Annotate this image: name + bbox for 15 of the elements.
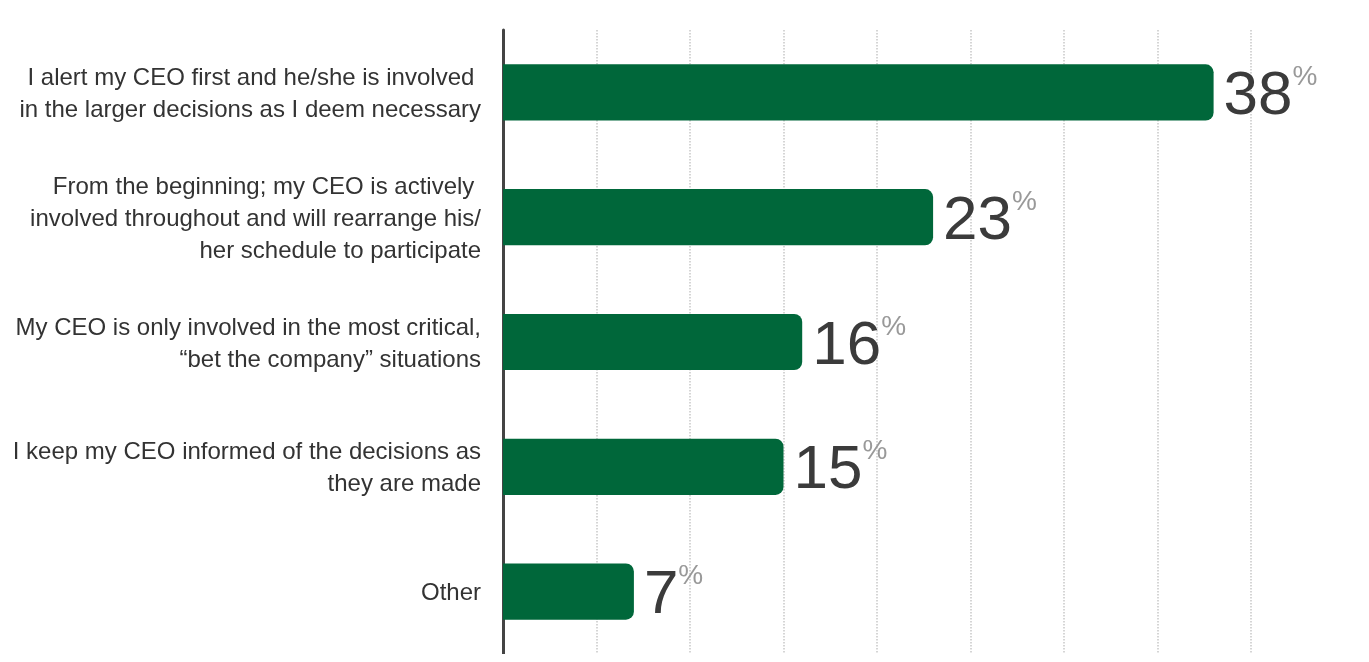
bar: [503, 64, 1214, 121]
bar: [503, 563, 634, 620]
data-label: 38%: [1223, 57, 1318, 127]
y-tick-label: From the beginning; my CEO is actively involved throughout and will rearrange his/her schedule to participate: [30, 171, 482, 263]
bar: [503, 189, 934, 246]
y-tick-label: I alert my CEO first and he/she is involved in the larger decisions as I deem necessary: [19, 62, 481, 122]
bar: [503, 438, 784, 495]
data-label: 23%: [943, 182, 1037, 252]
data-label: 16%: [812, 307, 907, 377]
y-tick-label: My CEO is only involved in the most critical, “bet the company” situations: [15, 312, 481, 372]
bar: [503, 313, 803, 371]
data-label: 7%: [643, 557, 704, 627]
y-tick-label: I keep my CEO informed of the decisions as they are made: [12, 437, 481, 497]
y-tick-label: Other: [420, 578, 481, 606]
data-label: 15%: [793, 432, 888, 502]
